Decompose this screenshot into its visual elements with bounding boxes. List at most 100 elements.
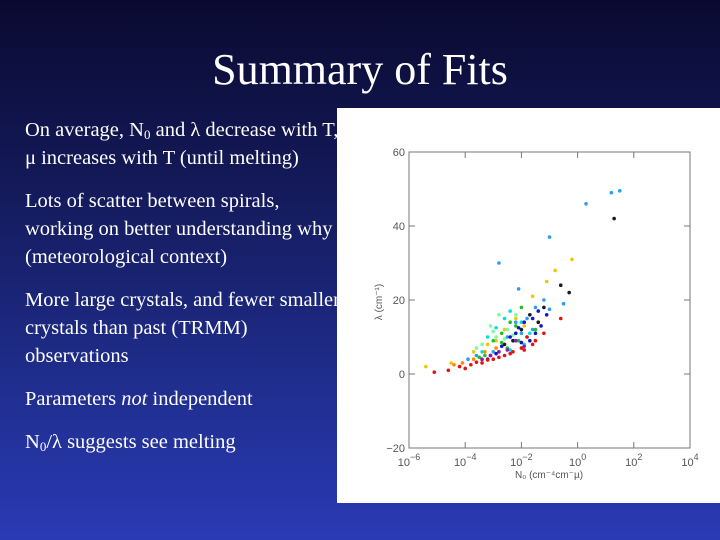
data-point xyxy=(477,355,482,360)
plot-frame xyxy=(408,151,691,449)
data-point xyxy=(485,335,490,339)
data-point xyxy=(488,324,493,328)
data-point xyxy=(491,350,496,354)
data-point xyxy=(474,360,479,364)
data-point xyxy=(530,294,535,299)
data-point xyxy=(513,331,518,336)
data-point xyxy=(544,313,549,317)
data-point xyxy=(469,362,473,367)
data-point xyxy=(513,320,518,324)
data-point xyxy=(460,361,465,365)
data-point xyxy=(499,344,504,349)
data-point xyxy=(449,361,453,365)
bullet-text: More large crystals, and fewer smaller c… xyxy=(25,289,340,367)
data-point xyxy=(474,346,479,350)
bullet-melting: N0/λ suggests see melting xyxy=(25,428,343,456)
bullet-text: Parameters xyxy=(25,388,122,410)
slide-title: Summary of Fits xyxy=(212,45,508,94)
bullet-large-crystals: More large crystals, and fewer smaller c… xyxy=(25,286,343,370)
data-point xyxy=(511,338,515,343)
data-point xyxy=(508,348,512,352)
data-point xyxy=(584,202,588,206)
data-point xyxy=(488,353,493,358)
data-point xyxy=(513,316,518,321)
data-point xyxy=(497,261,501,265)
data-point xyxy=(530,327,535,332)
data-point xyxy=(533,331,538,336)
data-point xyxy=(516,338,521,343)
data-point xyxy=(513,324,518,328)
data-point xyxy=(558,283,563,287)
data-point xyxy=(457,364,462,369)
data-point xyxy=(497,350,501,354)
subscript: 0 xyxy=(39,439,47,454)
data-point xyxy=(508,309,512,313)
data-points xyxy=(424,189,622,374)
data-point xyxy=(519,320,524,324)
y-tick-label: 20 xyxy=(393,295,405,307)
data-point xyxy=(502,342,507,347)
bullet-text: N xyxy=(25,431,40,453)
data-point xyxy=(522,320,527,324)
bullet-text: and λ decrease with T, μ increases with … xyxy=(25,119,339,169)
bullet-text: /λ suggests see melting xyxy=(46,431,236,453)
data-point xyxy=(530,342,535,347)
y-tick-label: 60 xyxy=(393,147,405,159)
data-point xyxy=(511,333,515,337)
data-point xyxy=(544,279,549,284)
data-point xyxy=(567,290,571,295)
x-tick-label: 10−2 xyxy=(510,452,533,469)
data-point xyxy=(494,335,498,339)
data-point xyxy=(533,305,538,310)
bullet-list: On average, N0 and λ decrease with T, μ … xyxy=(25,116,343,471)
data-point xyxy=(471,357,476,361)
data-point xyxy=(513,338,518,343)
data-point xyxy=(525,316,529,321)
data-point xyxy=(542,305,546,310)
data-point xyxy=(432,370,437,374)
data-point xyxy=(471,350,476,354)
y-axis: −20 0 20 40 60 xyxy=(386,147,690,455)
data-point xyxy=(547,235,552,239)
data-point xyxy=(499,331,504,336)
data-point xyxy=(516,325,521,330)
data-point xyxy=(491,357,496,361)
data-point xyxy=(480,361,484,365)
data-point xyxy=(508,335,512,339)
data-point xyxy=(525,335,529,339)
data-point xyxy=(522,344,527,349)
data-point xyxy=(553,268,557,273)
bullet-scatter: Lots of scatter between spirals, working… xyxy=(25,187,343,271)
data-point xyxy=(474,353,479,358)
x-axis-label: N₀ (cm⁻⁴cm⁻µ) xyxy=(515,470,583,481)
data-point xyxy=(558,316,563,321)
data-point xyxy=(485,358,490,362)
data-point xyxy=(528,338,532,343)
y-axis-label: λ (cm⁻¹) xyxy=(374,284,385,320)
data-point xyxy=(494,338,498,343)
data-point xyxy=(528,331,532,336)
y-tick-label: 0 xyxy=(399,369,405,381)
data-point xyxy=(533,338,538,343)
subscript: 0 xyxy=(143,127,151,142)
data-point xyxy=(446,368,451,373)
data-point xyxy=(528,313,532,317)
data-point xyxy=(480,350,484,354)
data-point xyxy=(519,331,524,336)
x-tick-label: 100 xyxy=(569,452,586,469)
data-point xyxy=(533,327,538,332)
data-point xyxy=(536,320,541,324)
data-point xyxy=(617,189,622,193)
data-point xyxy=(519,305,524,310)
data-point xyxy=(424,364,428,369)
bullet-text: On average, N xyxy=(25,119,144,141)
data-point xyxy=(530,316,535,321)
emphasis-text: not xyxy=(121,388,148,410)
data-point xyxy=(519,346,524,350)
bullet-text: independent xyxy=(147,388,253,410)
data-point xyxy=(522,348,527,352)
data-point xyxy=(502,337,507,341)
data-point xyxy=(497,355,501,360)
chart-panel: −20 0 20 40 60 10−6 10−4 10−2 100 102 104 λ (cm⁻¹… xyxy=(337,108,720,503)
